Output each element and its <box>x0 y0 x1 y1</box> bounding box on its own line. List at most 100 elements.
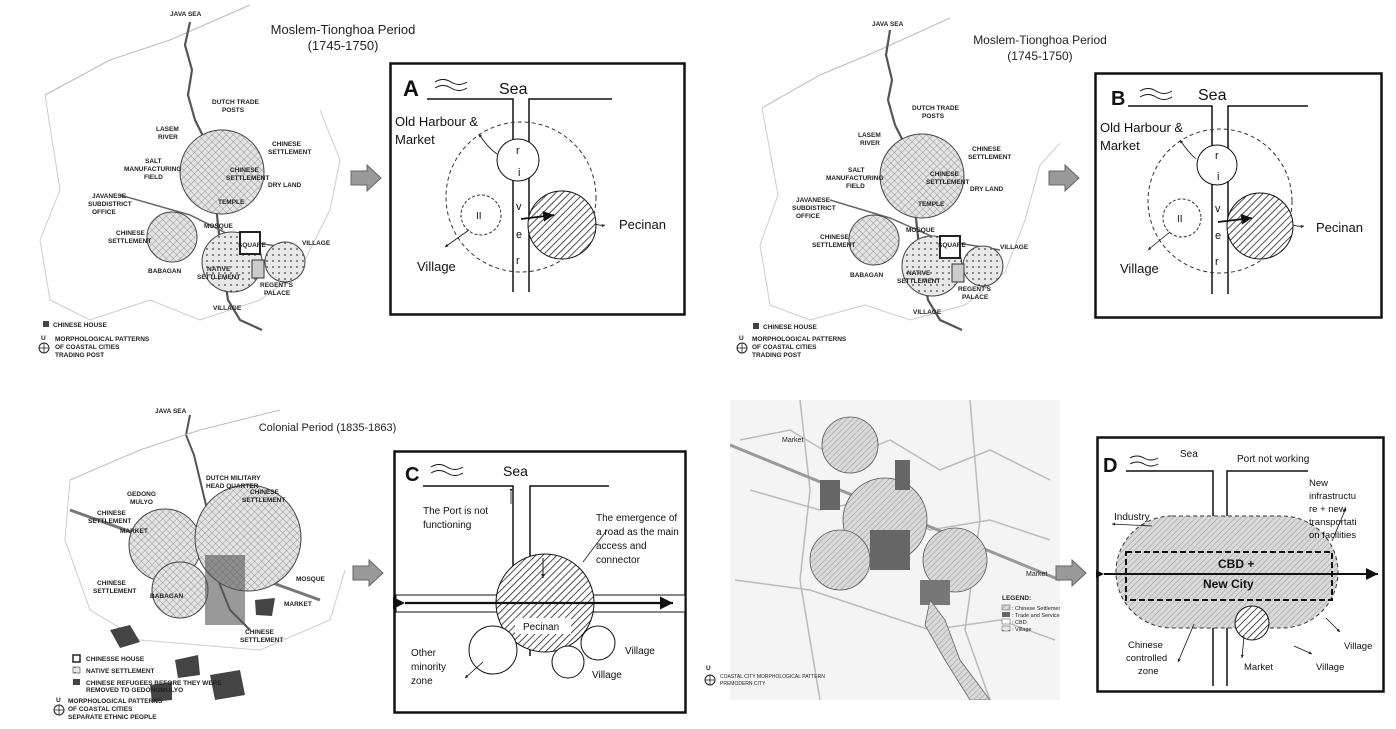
industry-pointer <box>1111 522 1153 527</box>
village-zone-circle <box>460 194 502 236</box>
river-b-letter-1: r <box>1215 150 1219 162</box>
label-c-gedong2: MULYO <box>130 499 153 506</box>
legend-b-line1: MORPHOLOGICAL PATTERNS <box>752 336 847 343</box>
label-square-b: SQUARE <box>938 242 966 249</box>
arrow-right-icon-c <box>352 559 384 587</box>
wave-icon-b <box>1139 88 1173 94</box>
pecinan-circle <box>527 190 597 260</box>
period-title-c: Colonial Period (1835-1863) <box>240 420 415 436</box>
legend-b-chinese-house: CHINESE HOUSE <box>763 324 817 331</box>
legend-line1: MORPHOLOGICAL PATTERNS <box>55 336 150 343</box>
diagram-c-em1: The emergence of <box>596 513 677 524</box>
refugee-patch-2 <box>175 655 200 678</box>
wave-icon-c <box>430 464 464 470</box>
river-letter-3: v <box>516 201 522 213</box>
label-salt1: SALT <box>145 158 162 165</box>
label-c-sw1: CHINESE <box>97 580 127 587</box>
minority-circle <box>468 625 518 675</box>
legend-b-line3: TRADING POST <box>752 352 801 359</box>
label-salt2: MANUFACTURING <box>124 166 181 173</box>
diagram-c: C Sea The Port is not functioning The em… <box>393 450 687 714</box>
legend-chinese-house-swatch <box>43 321 49 327</box>
period-title-a-line1: Moslem-Tionghoa Period <box>270 22 416 37</box>
diagram-d-infra5: on facilities <box>1309 530 1356 541</box>
settlement-d-3 <box>809 529 871 591</box>
pecinan-pointer-b <box>1292 224 1305 229</box>
dense-block-c <box>205 555 245 625</box>
legend-chinese-house: CHINESE HOUSE <box>53 322 107 329</box>
legend-d-swatch2 <box>1002 612 1010 617</box>
diagram-c-pecinan: Pecinan <box>523 622 559 633</box>
panel-a: Moslem-Tionghoa Period (1745-1750) JAVA … <box>0 0 700 370</box>
diagram-d-letter: D <box>1103 455 1117 477</box>
label-regent2-b: PALACE <box>962 294 989 301</box>
legend-b-swatch <box>753 323 759 329</box>
river-letter-5: r <box>516 255 520 267</box>
label-c-sw2: SETTLEMENT <box>93 588 136 595</box>
river-letter-1: r <box>516 145 520 157</box>
dashed-zone-b <box>1147 128 1293 274</box>
label-native2-b: SETTLEMENT <box>897 278 940 285</box>
label-village-s: VILLAGE <box>213 305 242 312</box>
diagram-d-village1: Village <box>1344 641 1372 652</box>
label-javanese2: SUBDISTRICT <box>88 201 132 208</box>
label-chinese-w2-b: SETTLEMENT <box>812 242 855 249</box>
legend-c-house-swatch <box>72 654 81 663</box>
label-c-w1: CHINESE <box>97 510 127 517</box>
period-title-c-text: Colonial Period (1835-1863) <box>258 422 397 434</box>
legend-c-line2: OF COASTAL CITIES <box>68 706 133 713</box>
label-center1-b: CHINESE <box>930 171 960 178</box>
trade-block-1 <box>820 480 840 510</box>
legend-c-line1: MORPHOLOGICAL PATTERNS <box>68 698 163 705</box>
harbour-pointer <box>478 133 498 155</box>
label-chinese-a1: CHINESE <box>272 141 302 148</box>
refugee-patch-3 <box>210 670 245 700</box>
trade-block-2 <box>870 530 910 570</box>
period-title-a: Moslem-Tionghoa Period (1745-1750) <box>258 22 428 54</box>
refugee-patch-4 <box>150 682 172 702</box>
label-river: RIVER <box>158 134 178 141</box>
label-temple: TEMPLE <box>218 199 245 206</box>
label-javanese1-b: JAVANESE <box>796 197 831 204</box>
diagram-c-sea: Sea <box>503 463 528 479</box>
label-dry-land-b: DRY LAND <box>970 186 1004 193</box>
legend-d-line2: PREMODERN CITY <box>720 681 766 687</box>
map-b: JAVA SEA DUTCH TRADE POSTS LASEM RIVER C… <box>736 17 1060 359</box>
diagram-a-harbour2: Market <box>395 132 435 147</box>
label-d-market-n: Market <box>782 437 803 444</box>
label-center2-b: SETTLEMENT <box>926 179 969 186</box>
label-babagan-b: BABAGAN <box>850 272 884 279</box>
label-salt3: FIELD <box>144 174 163 181</box>
wave-icon-d2 <box>1129 461 1159 467</box>
diagram-b-frame <box>1094 72 1383 319</box>
infra-pointer <box>1331 507 1347 542</box>
village-circle-c1 <box>551 645 585 679</box>
label-c-ne2: SETTLEMENT <box>242 497 285 504</box>
label-dutch-posts: POSTS <box>222 107 245 114</box>
label-salt2-b: MANUFACTURING <box>826 175 883 182</box>
harbour-pointer-b <box>1179 139 1197 160</box>
street-4 <box>799 400 821 700</box>
diagram-d-cbd2: New City <box>1203 577 1254 591</box>
river-b-letter-3: v <box>1215 203 1221 215</box>
coastline <box>44 4 251 96</box>
label-chinese-b2: SETTLEMENT <box>968 154 1011 161</box>
label-regent2: PALACE <box>264 290 291 297</box>
palace-b <box>951 263 965 283</box>
label-village-s-b: VILLAGE <box>913 309 942 316</box>
diagram-b: B Sea Old Harbour & Market r i v e r II … <box>1094 72 1383 319</box>
diagram-b-harbour2: Market <box>1100 138 1140 153</box>
period-title-b-line2: (1745-1750) <box>1007 49 1073 63</box>
babagan-circle <box>151 561 209 619</box>
label-mosque-b: MOSQUE <box>906 227 936 234</box>
label-c-dutch1: DUTCH MILITARY <box>206 475 261 482</box>
diagram-b-roman: II <box>1177 214 1183 225</box>
legend-c-refugee-swatch <box>73 679 80 685</box>
label-dry-land: DRY LAND <box>268 182 302 189</box>
diagram-d-port: Port not working <box>1237 454 1309 465</box>
label-native1-b: NATIVE <box>907 270 931 277</box>
village-circle-c2 <box>580 625 616 661</box>
label-temple-b: TEMPLE <box>918 201 945 208</box>
diagram-b-harbour1: Old Harbour & <box>1100 120 1183 135</box>
label-dutch-trade: DUTCH TRADE <box>212 99 260 106</box>
